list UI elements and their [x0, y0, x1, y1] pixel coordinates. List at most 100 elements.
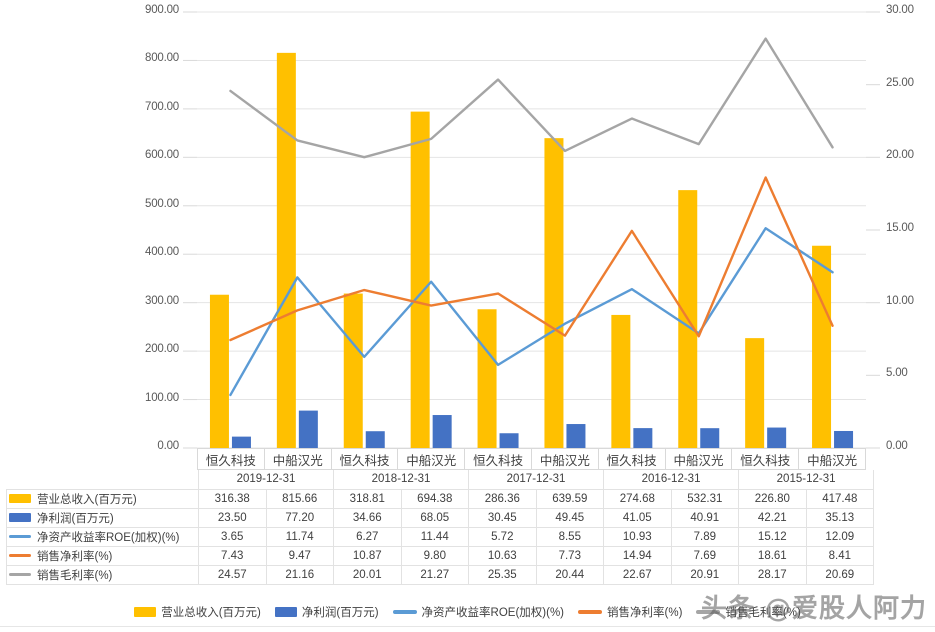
legend-item[interactable]: 净利润(百万元)	[274, 604, 379, 620]
category-tick: 恒久科技	[731, 448, 799, 470]
line-roe	[229, 227, 834, 397]
left-axis-tick: 700.00	[145, 100, 179, 113]
table-cell: 226.80	[738, 488, 807, 509]
right-axis-tick: 30.00	[886, 4, 914, 16]
table-cell: 20.91	[670, 564, 740, 585]
category-tick: 中船汉光	[798, 448, 866, 470]
series-swatch-icon	[9, 554, 31, 557]
table-cell: 25.35	[468, 564, 537, 585]
left-axis-tick: 900.00	[145, 4, 179, 16]
table-cell: 5.72	[468, 526, 537, 547]
table-cell: 35.13	[805, 507, 875, 528]
category-tick: 恒久科技	[197, 448, 264, 470]
table-cell: 10.63	[468, 545, 537, 566]
table-cell: 41.05	[603, 507, 672, 528]
left-axis-tick: 200.00	[145, 343, 179, 356]
table-cell: 532.31	[670, 488, 740, 509]
table-cell: 18.61	[738, 545, 807, 566]
bar-net-profit	[566, 424, 586, 448]
table-cell: 30.45	[468, 507, 537, 528]
legend-swatch-icon	[134, 607, 157, 617]
bar-net-profit	[499, 433, 519, 448]
table-body: 营业总收入(百万元) 316.38 815.66 318.81 694.38 286.36…	[6, 488, 875, 585]
bar-net-profit	[231, 436, 251, 448]
category-tick: 中船汉光	[263, 448, 331, 470]
table-cell: 11.44	[400, 526, 470, 547]
series-swatch-icon	[9, 535, 31, 538]
bottom-divider	[0, 626, 935, 627]
table-cell: 21.16	[265, 564, 335, 585]
table-cell: 20.69	[805, 564, 875, 585]
table-cell: 318.81	[333, 488, 402, 509]
table-cell: 316.38	[198, 488, 267, 509]
bar-revenue	[276, 52, 296, 449]
series-swatch-icon	[9, 513, 31, 522]
bar-net-profit	[365, 431, 385, 448]
bar-net-profit	[834, 430, 854, 448]
table-cell: 21.27	[400, 564, 470, 585]
line-net-margin	[229, 176, 834, 342]
row-net-margin-label: 销售净利率(%)	[6, 545, 199, 566]
right-axis-tick: 0.00	[886, 440, 908, 452]
table-period-header: 2019-12-31	[197, 470, 335, 490]
right-axis-tick: 20.00	[886, 149, 914, 162]
legend-swatch-icon	[578, 610, 603, 614]
table-cell: 274.68	[603, 488, 672, 509]
table-period-header: 2015-12-31	[738, 470, 875, 490]
legend-swatch-icon	[274, 607, 297, 617]
table-cell: 28.17	[738, 564, 807, 585]
table-cell: 12.09	[805, 526, 875, 547]
table-cell: 417.48	[805, 488, 875, 509]
table-cell: 3.65	[198, 526, 267, 547]
series-label-text: 净利润(百万元)	[37, 512, 114, 525]
row-revenue-label: 营业总收入(百万元)	[6, 488, 199, 509]
table-cell: 694.38	[400, 488, 470, 509]
row-roe-label: 净资产收益率ROE(加权)(%)	[6, 526, 199, 547]
series-swatch-icon	[9, 573, 31, 576]
data-table: 2019-12-31 2018-12-31 2017-12-31 2016-12-31…	[6, 470, 875, 585]
table-row: 营业总收入(百万元) 316.38 815.66 318.81 694.38 286.36…	[6, 488, 875, 509]
legend-label: 营业总收入(百万元)	[161, 607, 261, 619]
table-cell: 639.59	[535, 488, 605, 509]
table-cell: 9.47	[265, 545, 335, 566]
series-label-text: 净资产收益率ROE(加权)(%)	[37, 531, 180, 544]
table-cell: 286.36	[468, 488, 537, 509]
legend-label: 净资产收益率ROE(加权)(%)	[421, 607, 565, 619]
table-cell: 22.67	[603, 564, 672, 585]
line-gross-margin	[229, 37, 834, 159]
legend-item[interactable]: 销售净利率(%)	[578, 604, 682, 620]
table-cell: 815.66	[265, 488, 335, 509]
table-header: 2019-12-31 2018-12-31 2017-12-31 2016-12-31…	[7, 470, 875, 490]
table-row: 销售毛利率(%) 24.57 21.16 20.01 21.27 25.35 20.44 22…	[6, 564, 875, 585]
table-cell: 40.91	[670, 507, 740, 528]
category-tick: 恒久科技	[330, 448, 398, 470]
legend-item[interactable]: 销售毛利率(%)	[696, 604, 801, 620]
series-label-text: 销售毛利率(%)	[37, 569, 113, 582]
table-cell: 14.94	[603, 545, 672, 566]
legend-label: 销售净利率(%)	[607, 607, 683, 619]
category-axis: 恒久科技 中船汉光 恒久科技 中船汉光 恒久科技 中船汉光 恒久科技 中船汉光 恒久科技 中船汉光	[197, 448, 866, 470]
bar-revenue	[812, 245, 832, 448]
table-cell: 6.27	[333, 526, 402, 547]
bar-revenue	[745, 338, 765, 448]
bar-revenue	[544, 138, 564, 448]
right-axis-tick: 15.00	[886, 222, 914, 234]
bar-revenue	[477, 309, 497, 448]
right-axis-tick: 5.00	[886, 367, 908, 380]
table-period-header: 2017-12-31	[468, 470, 605, 490]
series-label-text: 营业总收入(百万元)	[37, 493, 137, 506]
category-tick: 中船汉光	[530, 448, 598, 470]
category-tick: 中船汉光	[664, 448, 732, 470]
table-header-row: 2019-12-31 2018-12-31 2017-12-31 2016-12-31…	[7, 470, 875, 490]
legend-item[interactable]: 净资产收益率ROE(加权)(%)	[392, 604, 565, 620]
table-cell: 34.66	[333, 507, 402, 528]
left-axis-tick: 300.00	[145, 294, 179, 307]
category-tick: 恒久科技	[597, 448, 665, 470]
legend-item[interactable]: 营业总收入(百万元)	[134, 604, 261, 620]
table-cell: 10.87	[333, 545, 402, 566]
table-cell: 7.43	[198, 545, 267, 566]
left-axis-tick: 0.00	[157, 440, 179, 452]
table-cell: 20.01	[333, 564, 402, 585]
bar-net-profit	[432, 415, 452, 448]
